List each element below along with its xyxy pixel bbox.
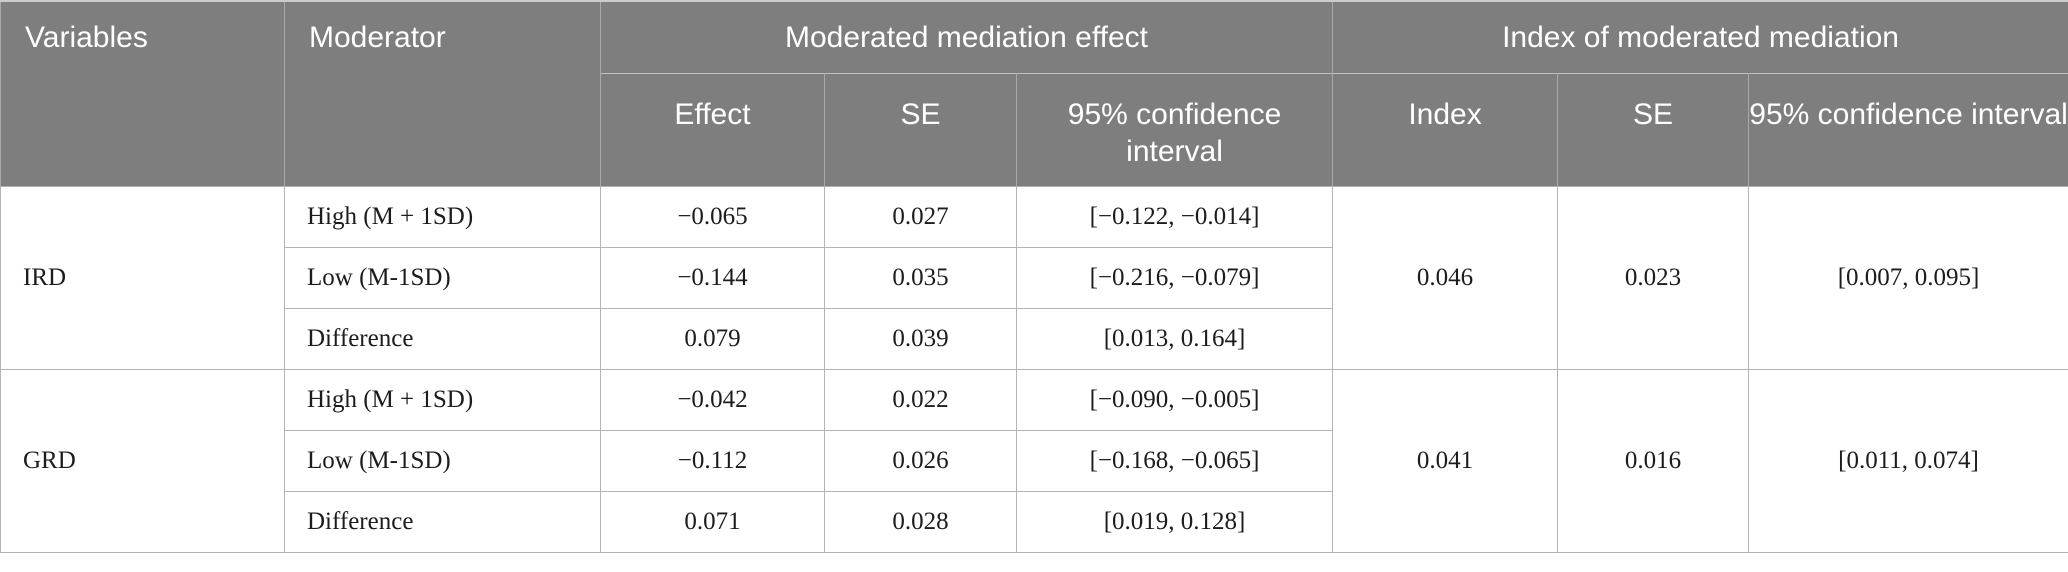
header-se-index: SE [1557,72,1750,186]
cell-moderator: Low (M-1SD) [284,246,601,309]
table-row-ird-high: IRD High (M + 1SD) −0.065 0.027 [−0.122,… [0,185,2068,370]
cell-index-ci-ird: [0.007, 0.095] [1748,185,2068,370]
cell-ci: [−0.090, −0.005] [1015,368,1334,431]
header-ci-index: 95% confidence interval [1748,72,2068,186]
cell-se: 0.035 [824,246,1017,309]
table-row-grd-difference: Difference 0.071 0.028 [0.019, 0.128] [1,490,2068,553]
cell-index-se-grd: 0.016 [1557,368,1750,553]
cell-index-grd: 0.041 [1332,368,1559,553]
cell-moderator: High (M + 1SD) [284,185,601,248]
cell-ci: [−0.168, −0.065] [1015,429,1334,492]
header-group-mediation-effect: Moderated mediation effect [599,1,1334,73]
cell-ci: [−0.216, −0.079] [1015,246,1334,309]
cell-effect: −0.042 [600,368,825,431]
table-row-ird-low: Low (M-1SD) −0.144 0.035 [−0.216, −0.079… [1,246,2068,309]
cell-effect: −0.112 [600,429,825,492]
cell-variable-grd: GRD [0,368,285,553]
cell-moderator: Low (M-1SD) [284,429,601,492]
header-sub-row: Effect SE 95% confidence interval Index … [1,72,2068,186]
table-header: Variables Moderator Moderated mediation … [0,1,2068,186]
cell-moderator: Difference [284,490,601,553]
cell-ci: [0.019, 0.128] [1015,490,1334,553]
cell-se: 0.026 [824,429,1017,492]
cell-index-ird: 0.046 [1332,185,1559,370]
cell-index-se-ird: 0.023 [1557,185,1750,370]
table-body: IRD High (M + 1SD) −0.065 0.027 [−0.122,… [0,185,2068,553]
cell-effect: 0.071 [600,490,825,553]
cell-se: 0.022 [824,368,1017,431]
cell-se: 0.027 [824,185,1017,248]
cell-moderator: Difference [284,307,601,370]
cell-se: 0.028 [824,490,1017,553]
cell-index-ci-grd: [0.011, 0.074] [1748,368,2068,553]
cell-effect: 0.079 [600,307,825,370]
cell-effect: −0.065 [600,185,825,248]
header-se-mediation: SE [824,72,1017,186]
cell-ci: [−0.122, −0.014] [1015,185,1334,248]
header-effect: Effect [600,72,825,186]
header-variables: Variables [0,1,285,186]
header-ci-mediation: 95% confidence interval [1015,72,1334,186]
table-row-ird-difference: Difference 0.079 0.039 [0.013, 0.164] [1,307,2068,370]
cell-se: 0.039 [824,307,1017,370]
table-row-grd-high: GRD High (M + 1SD) −0.042 0.022 [−0.090,… [0,368,2068,553]
header-moderator: Moderator [284,1,601,186]
header-index: Index [1332,72,1559,186]
header-group-row: Variables Moderator Moderated mediation … [0,1,2068,186]
table-row-grd-low: Low (M-1SD) −0.112 0.026 [−0.168, −0.065… [1,429,2068,492]
cell-moderator: High (M + 1SD) [284,368,601,431]
cell-variable-ird: IRD [0,185,285,370]
cell-ci: [0.013, 0.164] [1015,307,1334,370]
header-group-index-mediation: Index of moderated mediation [1332,1,2068,73]
cell-effect: −0.144 [600,246,825,309]
moderated-mediation-table: Variables Moderator Moderated mediation … [0,0,2068,553]
